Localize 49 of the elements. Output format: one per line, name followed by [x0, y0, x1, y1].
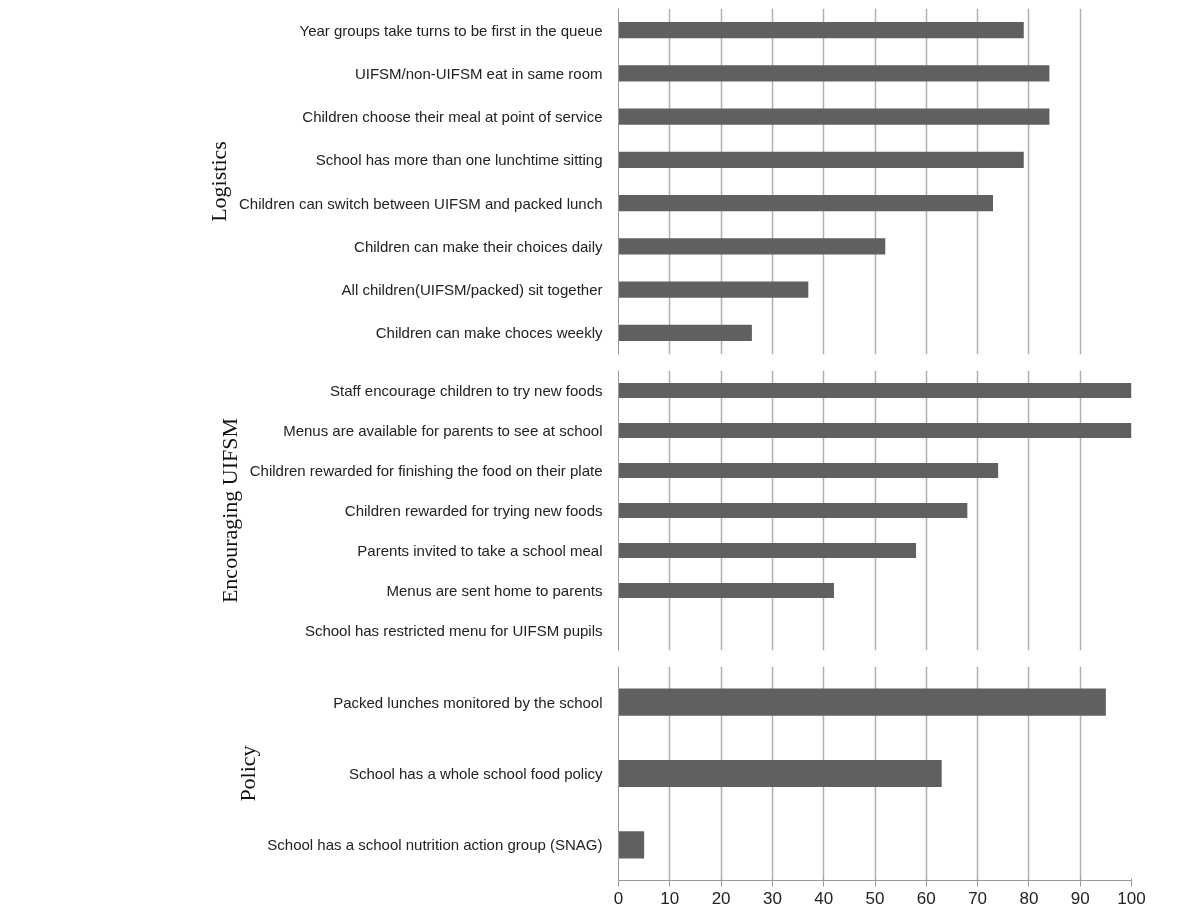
y-axis-title: Logistics	[205, 141, 231, 222]
bar	[618, 542, 917, 559]
y-axis-title: Encouraging UIFSM	[216, 417, 242, 604]
x-tick-label: 70	[968, 888, 988, 908]
x-tick-label: 10	[660, 888, 680, 908]
x-tick-label: 50	[865, 888, 885, 908]
y-tick-label: Children rewarded for finishing the food on their plate	[249, 462, 603, 479]
bar	[618, 324, 752, 342]
bar	[618, 759, 942, 788]
bar	[618, 21, 1024, 39]
bar	[618, 688, 1106, 716]
y-axis-title: Policy	[234, 745, 260, 802]
y-tick-label: Children can make choces weekly	[375, 324, 603, 342]
x-tick-label: 0	[613, 888, 624, 908]
bar	[618, 382, 1132, 399]
y-tick-label: UIFSM/non-UIFSM eat in same room	[354, 64, 603, 82]
bar	[618, 281, 809, 298]
bar	[618, 582, 834, 599]
bar	[618, 65, 1050, 82]
bar	[618, 502, 968, 519]
x-tick-label: 30	[762, 888, 782, 908]
y-tick-label: Children can make their choices daily	[354, 237, 603, 255]
y-tick-label: Year groups take turns to be first in the queue	[299, 21, 603, 39]
y-tick-label: Packed lunches monitored by the school	[333, 693, 603, 711]
y-tick-label: Children choose their meal at point of service	[302, 108, 603, 126]
x-tick-label: 90	[1070, 888, 1090, 908]
x-tick-label: 60	[916, 888, 936, 908]
y-tick-label: Menus are sent home to parents	[386, 582, 603, 599]
y-tick-label: All children(UIFSM/packed) sit together	[341, 281, 603, 299]
bar	[618, 422, 1132, 439]
y-tick-label: Children can switch between UIFSM and packed lunch	[238, 194, 603, 212]
bar	[618, 151, 1024, 169]
x-tick-label: 40	[814, 888, 834, 908]
y-tick-label: Children rewarded for trying new foods	[344, 502, 603, 519]
y-tick-label: Menus are available for parents to see at school	[283, 422, 603, 439]
y-tick-label: Staff encourage children to try new foods	[330, 382, 603, 399]
y-tick-label: School has a whole school food policy	[349, 765, 603, 782]
y-tick-label: School has more than one lunchtime sitting	[315, 151, 603, 169]
x-tick-label: 100	[1117, 888, 1146, 908]
y-tick-label: School has restricted menu for UIFSM pupils	[304, 622, 603, 639]
bar	[618, 194, 993, 212]
y-tick-label: Parents invited to take a school meal	[357, 542, 603, 559]
bar	[618, 238, 886, 255]
y-tick-label: School has a school nutrition action group (SNAG)	[267, 836, 603, 854]
x-tick-label: 20	[711, 888, 731, 908]
bar	[618, 462, 999, 479]
bar	[618, 108, 1050, 125]
x-tick-label: 80	[1019, 888, 1039, 908]
bar	[618, 831, 645, 859]
